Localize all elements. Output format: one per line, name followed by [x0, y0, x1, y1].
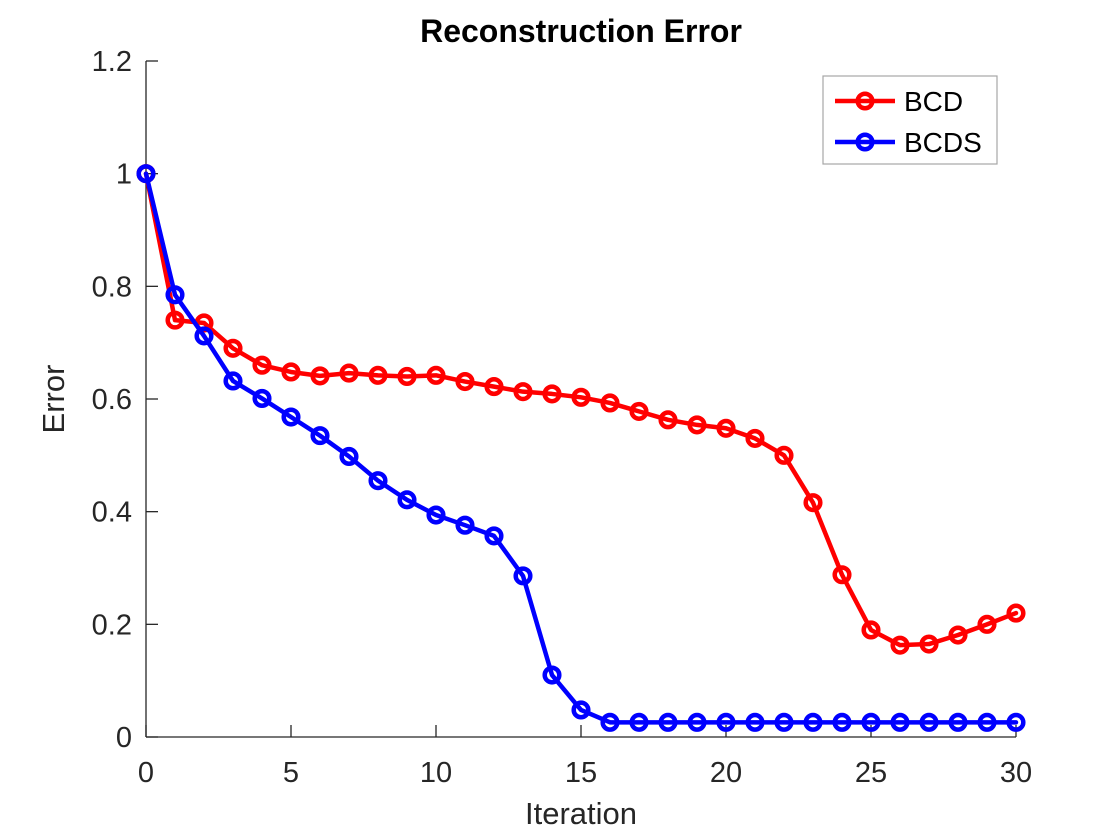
series-bcds-marker [165, 285, 185, 305]
x-tick-label: 5 [283, 757, 299, 789]
series-bcds-marker [919, 712, 939, 732]
series-bcd-marker [571, 387, 591, 407]
series-bcd-marker [629, 401, 649, 421]
series-bcd-marker [339, 363, 359, 383]
series-bcd-marker [368, 365, 388, 385]
series-bcd-line [143, 171, 1019, 648]
series-bcds-marker [890, 712, 910, 732]
x-tick-label: 30 [1000, 757, 1032, 789]
y-tick-label: 1.2 [92, 46, 132, 78]
y-tick-label: 0 [116, 722, 132, 754]
series-bcds-marker [397, 490, 417, 510]
series-bcds-marker [368, 471, 388, 491]
series-bcd-marker [542, 384, 562, 404]
series-bcds-marker [310, 426, 330, 446]
series-bcds-marker [571, 700, 591, 720]
series-bcds-marker [774, 712, 794, 732]
x-tick-label: 15 [565, 757, 597, 789]
series-bcd-marker [948, 625, 968, 645]
legend-label-bcds: BCDS [904, 127, 982, 158]
y-tick-label: 0.2 [92, 609, 132, 641]
series-bcd-marker [484, 377, 504, 397]
x-tick-label: 10 [420, 757, 452, 789]
series-bcd-marker [890, 635, 910, 655]
series-bcds-marker [861, 712, 881, 732]
series-bcds-marker [600, 712, 620, 732]
series-bcds-marker [803, 712, 823, 732]
series-bcds-marker [426, 505, 446, 525]
series-bcds-marker [629, 712, 649, 732]
series-bcd-marker [977, 614, 997, 634]
series-bcds-line [143, 171, 1019, 725]
series-bcds-marker [136, 164, 156, 184]
series-bcds-marker [281, 407, 301, 427]
series-bcd-marker [803, 493, 823, 513]
y-axis-label: Error [36, 365, 71, 434]
y-tick-label: 0.8 [92, 271, 132, 303]
series-bcd-marker [223, 338, 243, 358]
series-bcd-marker [455, 371, 475, 392]
series-bcds-marker [542, 665, 562, 685]
series-bcd-marker [310, 366, 330, 386]
series-bcds-marker [252, 388, 272, 408]
series-bcds-marker [716, 712, 736, 732]
legend-sample-marker-bcds [855, 132, 875, 152]
y-tick-label: 0.6 [92, 384, 132, 416]
series-bcd-marker [600, 393, 620, 413]
x-tick-label: 0 [138, 757, 154, 789]
series-bcd-marker [658, 410, 678, 430]
series-bcds-marker [223, 371, 243, 391]
series-bcds-marker [1006, 712, 1026, 732]
legend-box [822, 75, 998, 165]
series-bcds-marker [977, 712, 997, 732]
y-tick-label: 1 [116, 159, 132, 191]
legend-sample-marker-bcd [855, 91, 875, 111]
series-bcd-marker [281, 362, 301, 382]
series-bcds-marker [948, 712, 968, 732]
series-bcd-marker [832, 565, 852, 585]
series-bcd-marker [774, 445, 794, 465]
series-bcd-marker [513, 382, 533, 402]
series-bcds-marker [339, 446, 359, 467]
series-bcd-marker [165, 310, 185, 330]
series-bcd-marker [745, 428, 765, 448]
series-bcd-marker [1006, 603, 1026, 623]
series-bcd-marker [919, 634, 939, 654]
series-bcd-marker [861, 620, 881, 640]
chart-title: Reconstruction Error [420, 13, 742, 49]
series-bcd-marker [687, 415, 707, 435]
x-tick-label: 25 [855, 757, 887, 789]
axes-layer: 0 5 10 15 20 25 30 0 0.2 0.4 0.6 0.8 1 1.2 [92, 46, 1032, 789]
series-bcd-marker [716, 418, 736, 438]
series-bcds-marker [455, 515, 475, 535]
x-tick-label: 20 [710, 757, 742, 789]
series-bcds-marker [832, 712, 852, 732]
series-bcd-marker [252, 355, 272, 375]
series-bcd-marker [426, 365, 446, 385]
y-tick-label: 0.4 [92, 497, 132, 529]
series-bcds-marker [658, 712, 678, 732]
series-bcds-marker [513, 566, 533, 586]
series-bcds-marker [194, 326, 214, 346]
legend-layer: BCD BCDS [822, 75, 998, 165]
series-bcd-marker [397, 366, 417, 387]
series-bcds-marker [687, 712, 707, 732]
series-bcds-marker [745, 712, 765, 732]
legend-label-bcd: BCD [904, 86, 963, 117]
series-bcds-marker [484, 526, 504, 546]
series-layer [136, 164, 1026, 732]
x-axis-label: Iteration [525, 796, 637, 831]
